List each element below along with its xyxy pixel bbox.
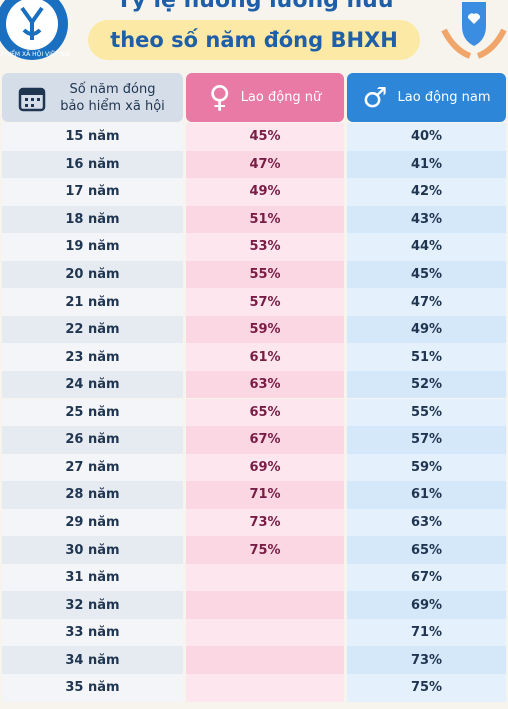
table-cell: 52% bbox=[347, 370, 506, 399]
table-cell: 57% bbox=[186, 288, 344, 316]
table-cell: 73% bbox=[347, 646, 506, 674]
table-cell: 75% bbox=[347, 674, 506, 702]
title-line2: theo số năm đóng BHXH bbox=[88, 20, 420, 60]
table-cell: 47% bbox=[186, 150, 344, 179]
table-cell: 67% bbox=[347, 563, 506, 592]
table-cell: 57% bbox=[347, 426, 506, 454]
shield-icon bbox=[441, 2, 507, 59]
calendar-icon bbox=[18, 87, 45, 111]
table-cell: 45% bbox=[186, 123, 344, 151]
logo-text: BẢO HIỂM XÃ HỘI VIỆT NAM bbox=[0, 50, 70, 58]
table-cell: 21 năm bbox=[2, 288, 183, 316]
column-header: Số năm đóng bảo hiểm xã hội bbox=[2, 73, 183, 122]
table-cell: 59% bbox=[347, 453, 506, 482]
table-cell: 32 năm bbox=[2, 591, 183, 619]
column-header-text: Lao động nữ bbox=[240, 90, 322, 105]
table-cell: 28 năm bbox=[2, 481, 183, 509]
table-cell: 71% bbox=[186, 481, 344, 509]
table-cell bbox=[186, 674, 344, 702]
column-header: ♀ Lao động nữ bbox=[186, 73, 344, 122]
table-cell: 33 năm bbox=[2, 618, 183, 647]
title-line1: Tỷ lệ hưởng lương hưu bbox=[116, 0, 394, 13]
table-cell: 42% bbox=[347, 178, 506, 206]
table-cell: 73% bbox=[186, 508, 344, 537]
table-cell bbox=[186, 563, 344, 592]
table-cell: 26 năm bbox=[2, 426, 183, 454]
table-cell: 51% bbox=[347, 343, 506, 371]
table-cell: 69% bbox=[347, 591, 506, 619]
table-cell: 49% bbox=[347, 315, 506, 344]
table-cell: 47% bbox=[347, 288, 506, 316]
table-cell bbox=[186, 646, 344, 674]
table-cell: 29 năm bbox=[2, 508, 183, 537]
table-cell: 69% bbox=[186, 453, 344, 482]
table-cell: 18 năm bbox=[2, 205, 183, 234]
table-cell: 67% bbox=[186, 426, 344, 454]
table-cell: 35 năm bbox=[2, 674, 183, 702]
table-cell: 63% bbox=[347, 508, 506, 537]
table-cell: 16 năm bbox=[2, 150, 183, 179]
table-cell bbox=[186, 591, 344, 619]
table-cell: 23 năm bbox=[2, 343, 183, 371]
table-cell: 59% bbox=[186, 315, 344, 344]
table-cell: 44% bbox=[347, 233, 506, 261]
table-cell: 43% bbox=[347, 205, 506, 234]
column-header: ♂ Lao động nam bbox=[347, 73, 506, 122]
table-cell: 55% bbox=[347, 398, 506, 427]
table-cell: 61% bbox=[186, 343, 344, 371]
logo: BẢO HIỂM XÃ HỘI VIỆT NAM bbox=[0, 0, 70, 60]
table-cell: 61% bbox=[347, 481, 506, 509]
table-cell: 49% bbox=[186, 178, 344, 206]
table-cell: 65% bbox=[186, 398, 344, 427]
table-cell: 24 năm bbox=[2, 370, 183, 399]
table-cell: 20 năm bbox=[2, 260, 183, 289]
column-header-text: Số năm đóng bảo hiểm xã hội bbox=[60, 81, 165, 114]
table-cell: 19 năm bbox=[2, 233, 183, 261]
table-cell: 17 năm bbox=[2, 178, 183, 206]
table-cell bbox=[186, 618, 344, 647]
table-cell: 40% bbox=[347, 123, 506, 151]
table-cell: 41% bbox=[347, 150, 506, 179]
table-cell: 15 năm bbox=[2, 123, 183, 151]
table-cell: 55% bbox=[186, 260, 344, 289]
table-cell: 45% bbox=[347, 260, 506, 289]
table-cell: 34 năm bbox=[2, 646, 183, 674]
table-cell: 65% bbox=[347, 536, 506, 564]
table-cell: 30 năm bbox=[2, 536, 183, 564]
table-cell: 53% bbox=[186, 233, 344, 261]
table-cell: 71% bbox=[347, 618, 506, 647]
table-cell: 25 năm bbox=[2, 398, 183, 427]
table-cell: 22 năm bbox=[2, 315, 183, 344]
table-cell: 51% bbox=[186, 205, 344, 234]
table-cell: 31 năm bbox=[2, 563, 183, 592]
table-cell: 75% bbox=[186, 536, 344, 564]
table-cell: 27 năm bbox=[2, 453, 183, 482]
column-header-text: Lao động nam bbox=[397, 90, 491, 105]
table-cell: 63% bbox=[186, 370, 344, 399]
